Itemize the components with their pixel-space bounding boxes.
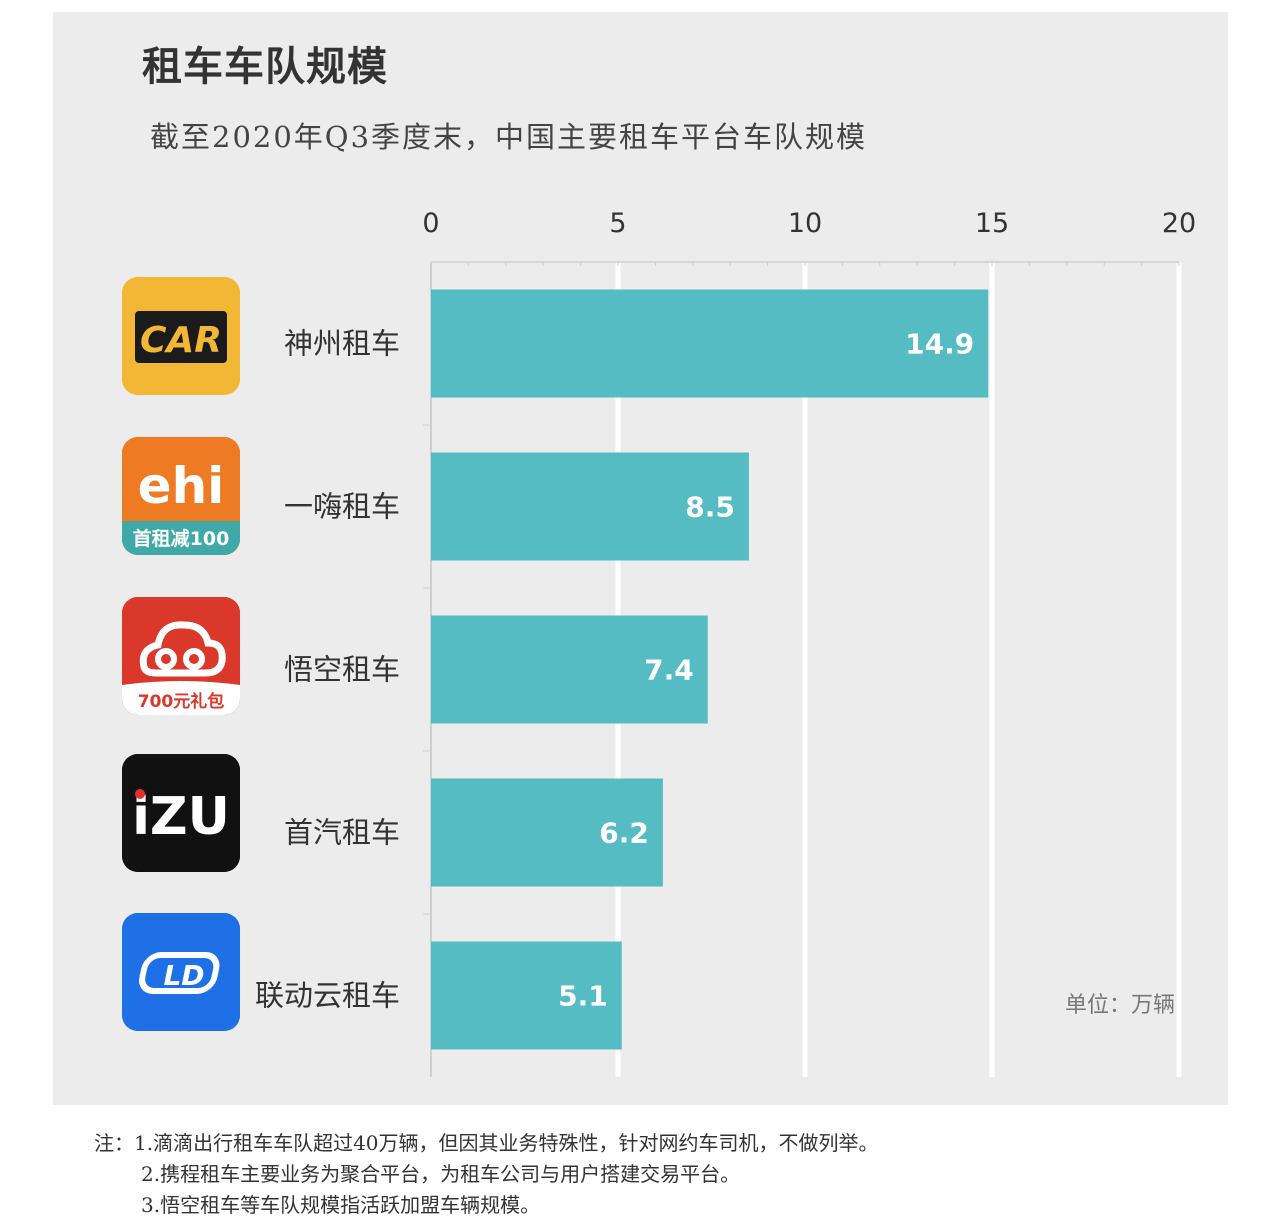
svg-text:iZU: iZU [132, 787, 230, 847]
x-tick-label: 20 [1162, 208, 1196, 239]
svg-text:ehi: ehi [138, 457, 225, 515]
category-label: 首汽租车 [284, 816, 400, 850]
bar [431, 941, 622, 1050]
category-label: 神州租车 [284, 327, 400, 361]
data-label: 8.5 [685, 491, 735, 524]
car-inc-logo-icon: CAR [122, 277, 240, 395]
bar [431, 778, 663, 887]
x-tick-label: 15 [975, 208, 1009, 239]
data-label: 14.9 [905, 328, 974, 361]
chart-title: 租车车队规模 [142, 44, 388, 90]
bar [431, 452, 749, 561]
footnote-3: 3.悟空租车等车队规模指活跃加盟车辆规模。 [141, 1193, 541, 1217]
footnote-2: 2.携程租车主要业务为聚合平台，为租车公司与用户搭建交易平台。 [141, 1162, 741, 1186]
unit-label: 单位：万辆 [1065, 993, 1175, 1018]
svg-text:首租减100: 首租减100 [133, 527, 230, 550]
bar [431, 289, 989, 398]
bar-chart: 0 5 10 15 20 14.9 神州租车 8.5 一嗨租车 7.4 悟空租车 6.2 首汽租车 5.1… [255, 208, 1196, 1077]
chart-subtitle: 截至2020年Q3季度末，中国主要租车平台车队规模 [150, 120, 868, 154]
x-tick-label: 5 [609, 208, 626, 239]
ld-logo-icon: LD [122, 913, 240, 1031]
footnotes: 注：1.滴滴出行租车车队超过40万辆，但因其业务特殊性，针对网约车司机，不做列举… [94, 1128, 879, 1221]
category-label: 悟空租车 [284, 653, 400, 687]
bar [431, 615, 708, 724]
data-label: 7.4 [644, 654, 694, 687]
footnote-1: 注：1.滴滴出行租车车队超过40万辆，但因其业务特殊性，针对网约车司机，不做列举… [94, 1131, 879, 1155]
x-tick-label: 0 [422, 208, 439, 239]
data-label: 6.2 [599, 817, 649, 850]
svg-text:700元礼包: 700元礼包 [138, 691, 225, 712]
wukong-logo-icon: 700元礼包 [122, 597, 240, 715]
data-label: 5.1 [558, 980, 608, 1013]
svg-text:CAR: CAR [140, 320, 222, 361]
ehi-logo-icon: ehi 首租减100 [122, 437, 240, 555]
izu-logo-icon: iZU [122, 754, 240, 872]
svg-text:LD: LD [163, 959, 204, 992]
category-label: 联动云租车 [255, 979, 400, 1013]
x-tick-label: 10 [788, 208, 822, 239]
category-label: 一嗨租车 [284, 490, 400, 524]
